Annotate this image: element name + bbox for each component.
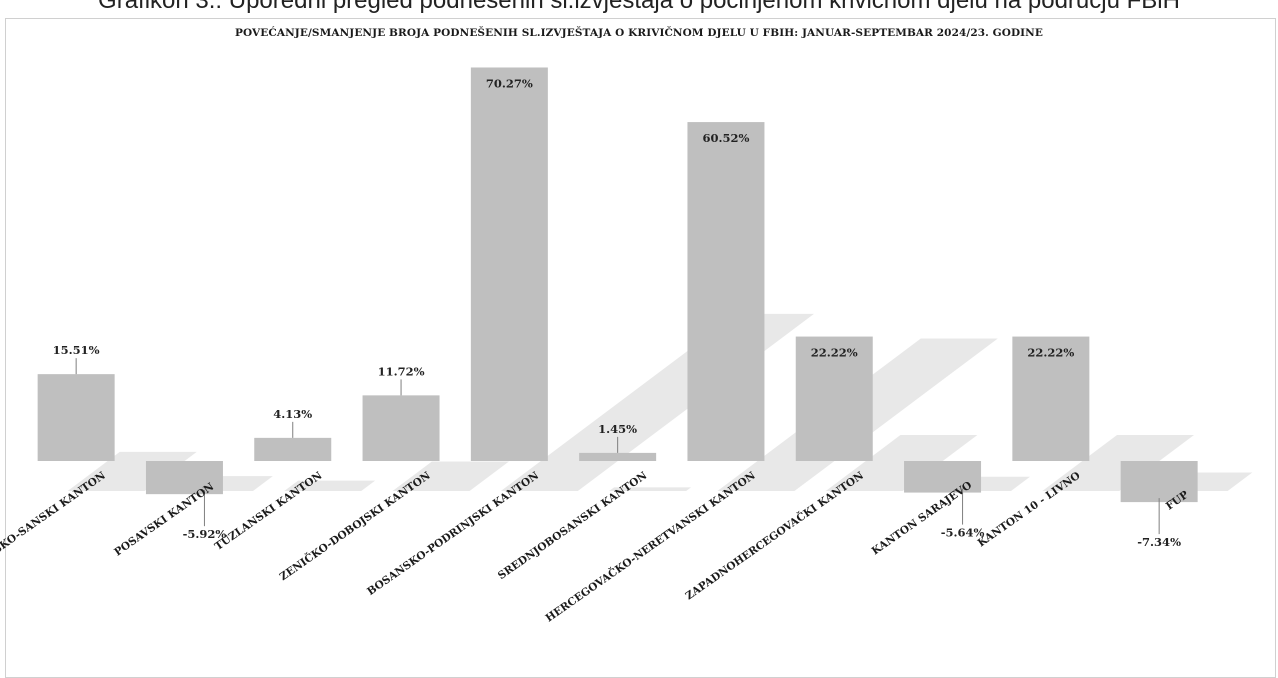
bar [470, 67, 548, 461]
bar [37, 374, 115, 461]
data-label: -5.64% [941, 526, 985, 540]
data-label: 11.72% [378, 364, 425, 378]
category-label: HERCEGOVAČKO-NERETVANSKI KANTON [542, 468, 758, 625]
data-label: 60.52% [702, 131, 749, 145]
bar [579, 452, 657, 461]
bar-shadow [825, 435, 978, 491]
bar [1012, 336, 1090, 461]
category-label: UNSKO-SANSKI KANTON [0, 469, 108, 567]
data-label: 1.45% [598, 422, 637, 436]
data-label: 22.22% [1027, 346, 1074, 360]
bar [904, 461, 982, 493]
data-label: -7.34% [1137, 535, 1181, 549]
bar [795, 336, 873, 461]
chart-title: POVEĆANJE/SMANJENJE BROJA PODNEŠENIH SL.… [235, 27, 1043, 39]
bar [145, 461, 223, 495]
figure-caption: Grafikon 3.: Uporedni pregled podnesenih… [98, 0, 1180, 14]
bar-shadow [1042, 435, 1195, 491]
bar [254, 437, 332, 461]
bars [37, 67, 1198, 503]
bar [687, 122, 765, 461]
bar [1120, 461, 1198, 503]
data-label: 22.22% [811, 346, 858, 360]
data-label: 70.27% [486, 76, 533, 90]
data-labels: 15.51% -5.92% 4.13% 11.72% 70.27% 1.45% 60.52%… [53, 76, 1181, 549]
bar-shadow [392, 461, 509, 491]
bar-shadow [284, 480, 376, 491]
data-label: 4.13% [273, 407, 312, 421]
bar-shadow [609, 487, 692, 491]
bar [362, 395, 440, 461]
label-leader-lines [75, 358, 1160, 535]
data-label: -5.92% [183, 527, 227, 541]
data-label: 15.51% [53, 343, 100, 357]
